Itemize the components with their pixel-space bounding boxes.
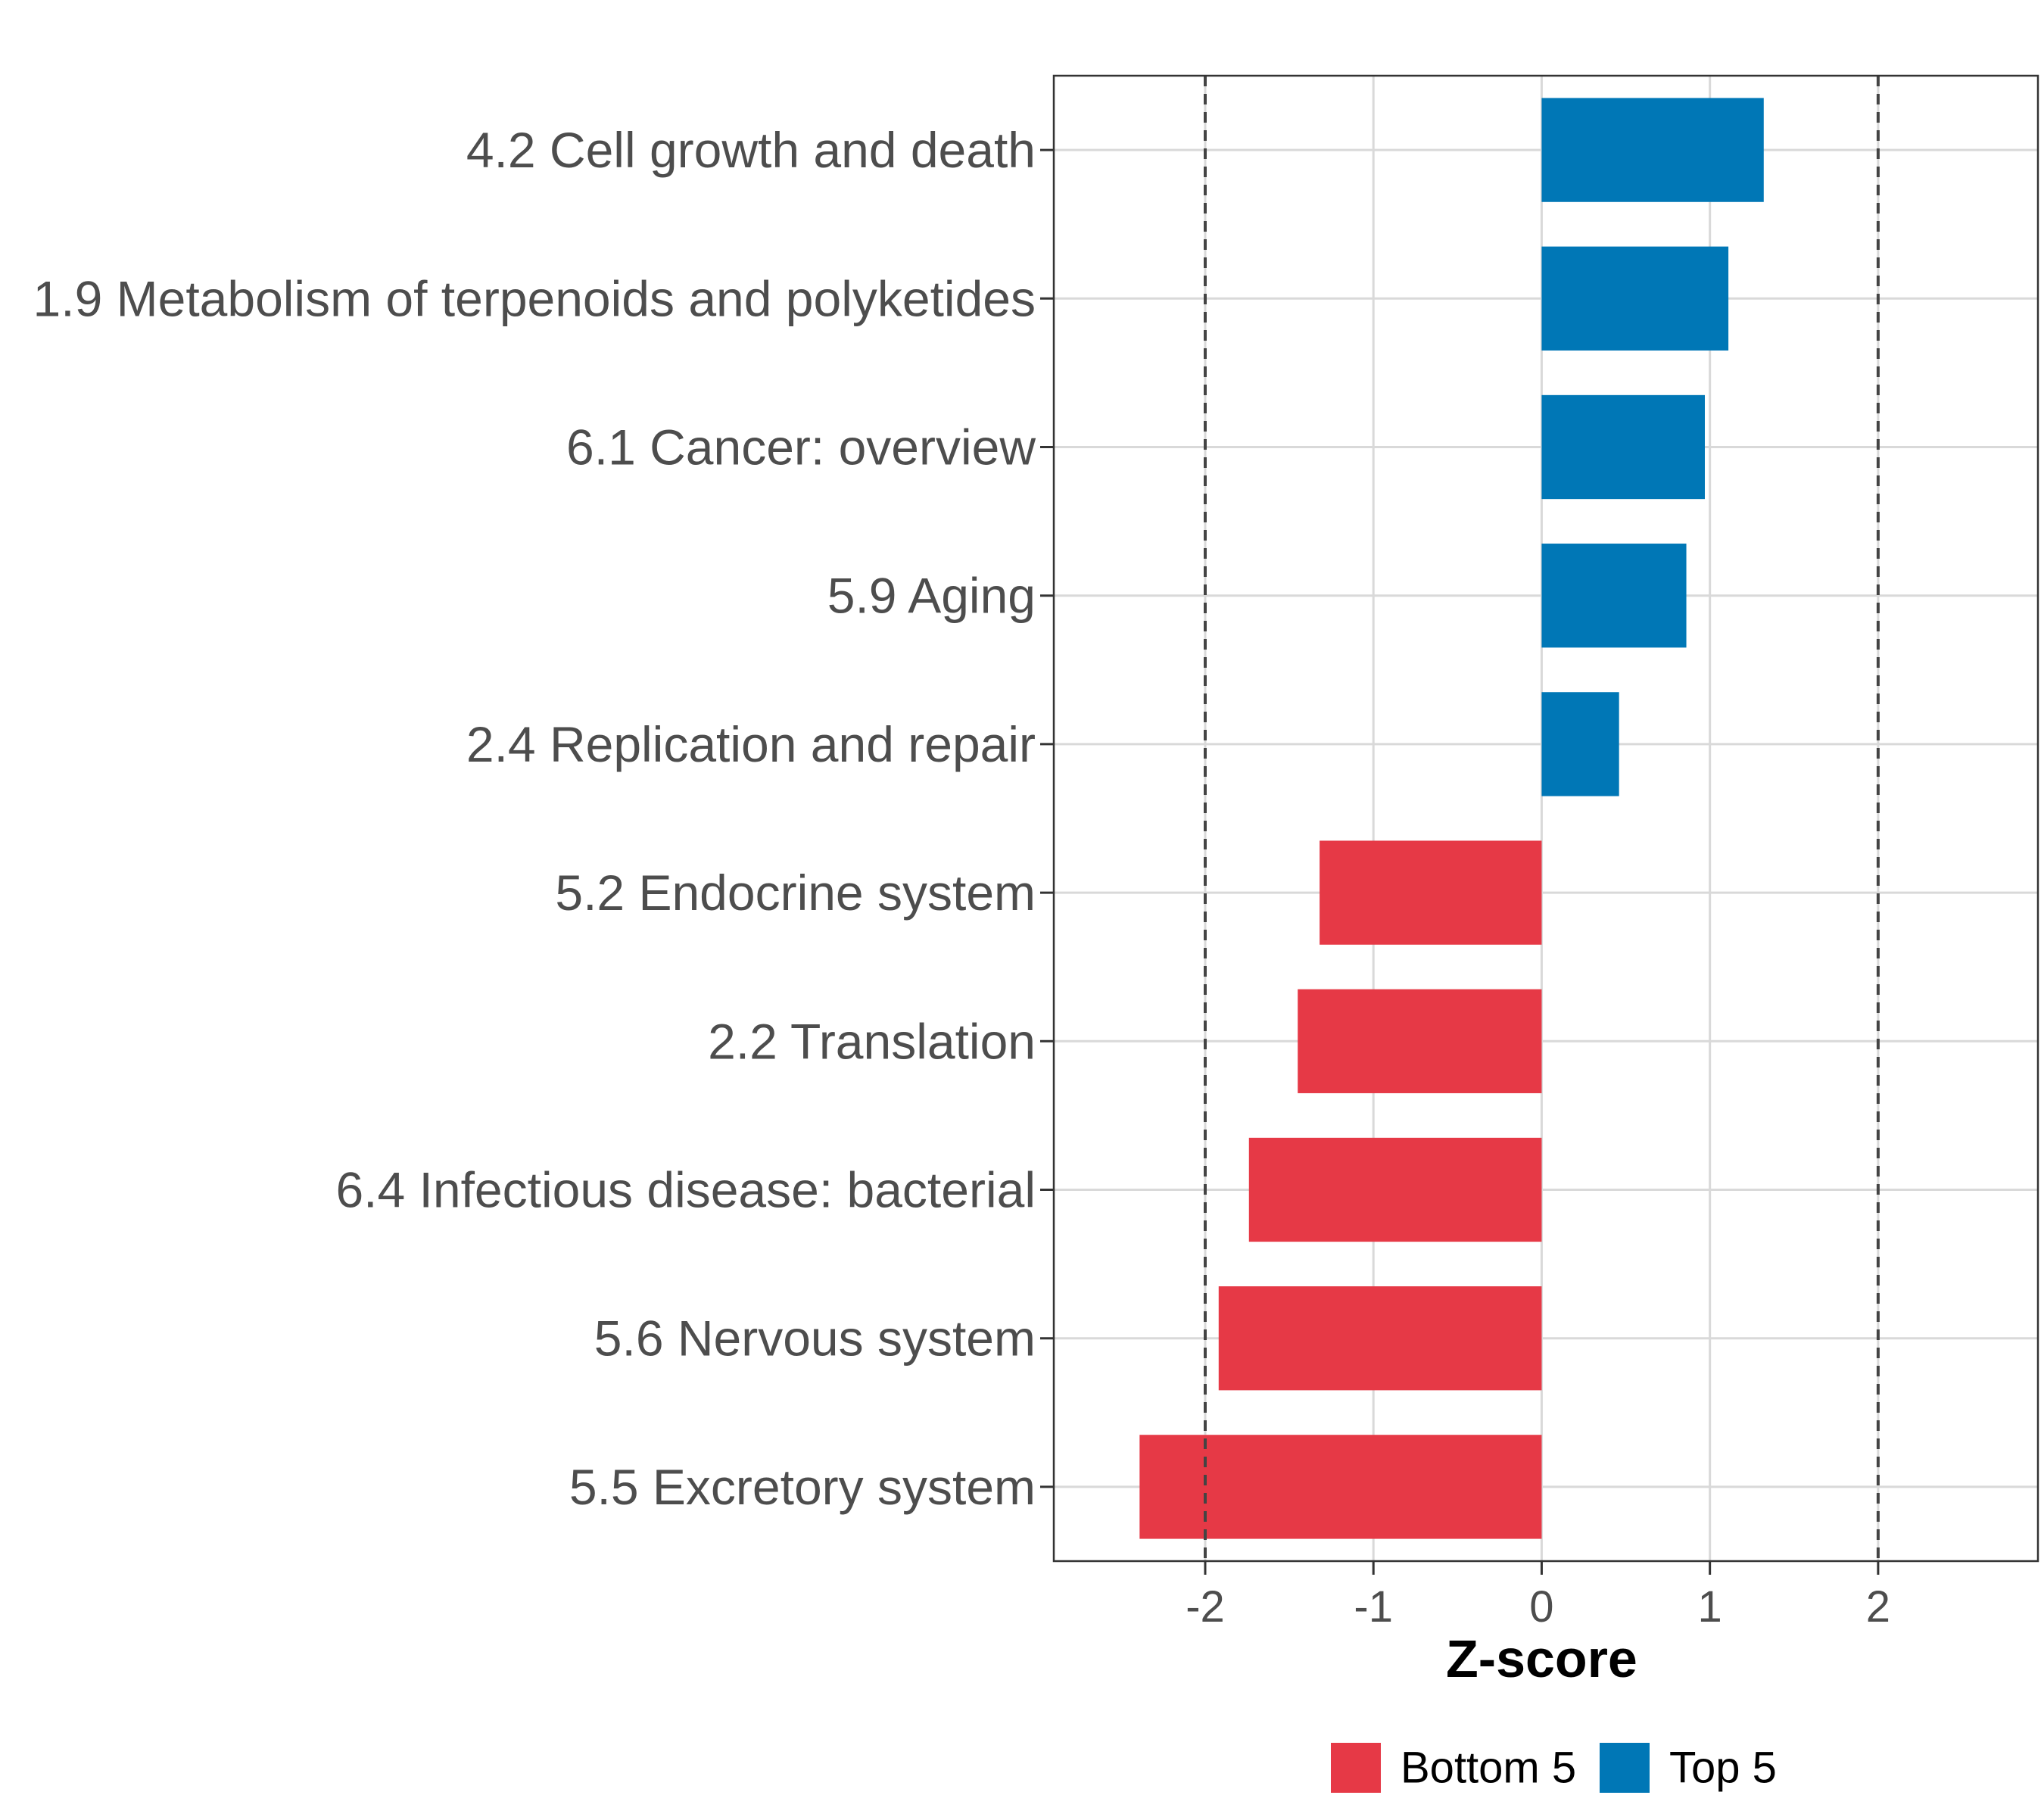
y-tick-label: 6.4 Infectious disease: bacterial	[335, 1162, 1036, 1218]
x-tick-label: 2	[1866, 1582, 1890, 1632]
legend-label: Bottom 5	[1401, 1744, 1576, 1793]
y-tick-label: 4.2 Cell growth and death	[466, 122, 1036, 178]
bar	[1248, 1137, 1542, 1242]
x-axis-title: Z-score	[1446, 1629, 1637, 1688]
y-tick-label: 5.9 Aging	[827, 568, 1036, 624]
legend: Bottom 5 Top 5	[1331, 1743, 1777, 1793]
x-tick-label: -2	[1186, 1582, 1225, 1632]
y-tick-label: 5.2 Endocrine system	[555, 865, 1036, 921]
bars	[1139, 98, 1764, 1539]
legend-swatch	[1600, 1743, 1650, 1793]
x-axis: -2 -1 0 1 2	[1186, 1561, 1890, 1632]
bar	[1541, 394, 1705, 500]
y-axis: 4.2 Cell growth and death 1.9 Metabolism …	[33, 122, 1054, 1515]
y-tick-label: 2.2 Translation	[708, 1013, 1036, 1069]
x-tick-label: 0	[1529, 1582, 1553, 1632]
bar	[1541, 98, 1764, 202]
bar	[1320, 840, 1542, 945]
y-tick-label: 5.6 Nervous system	[594, 1311, 1036, 1367]
y-tick-label: 1.9 Metabolism of terpenoids and polyket…	[33, 270, 1036, 326]
bar	[1541, 692, 1619, 796]
bar	[1541, 246, 1729, 351]
plot-panel-border	[1052, 74, 2039, 1563]
legend-label: Top 5	[1669, 1744, 1777, 1793]
x-tick-label: -1	[1354, 1582, 1393, 1632]
y-tick-label: 5.5 Excretory system	[569, 1459, 1036, 1515]
reference-lines	[1204, 76, 1880, 1561]
y-tick-label: 2.4 Replication and repair	[466, 716, 1036, 772]
bar	[1139, 1435, 1542, 1539]
x-tick-label: 1	[1698, 1582, 1722, 1632]
y-tick-label: 6.1 Cancer: overview	[566, 419, 1036, 475]
bar	[1298, 989, 1542, 1093]
legend-swatch	[1331, 1743, 1381, 1793]
bar	[1218, 1286, 1542, 1391]
bar	[1541, 544, 1687, 648]
